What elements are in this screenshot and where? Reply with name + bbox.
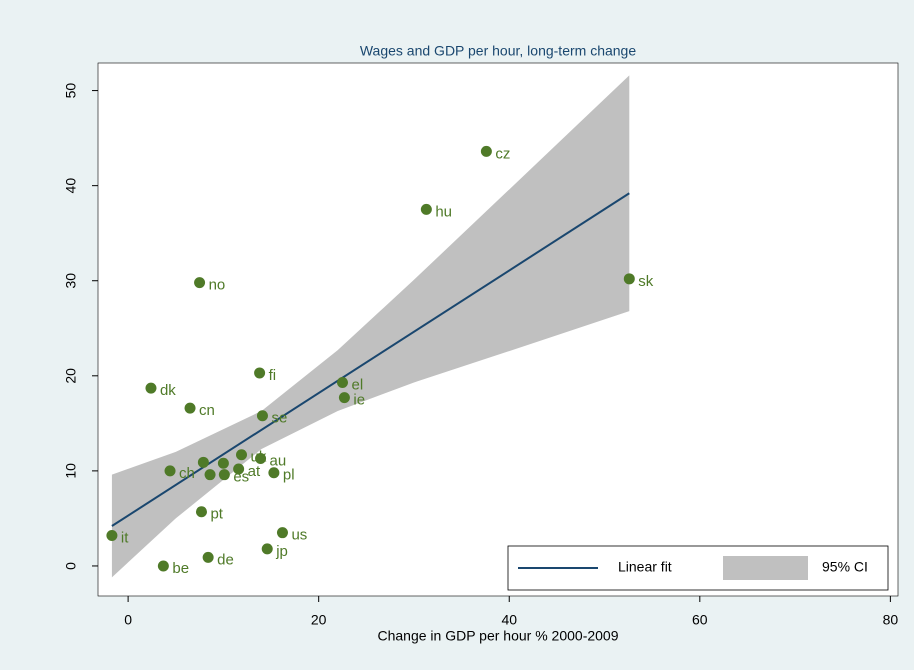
point-label: pt xyxy=(210,506,223,523)
point-label: ch xyxy=(179,465,195,482)
point xyxy=(276,527,288,539)
point-label: at xyxy=(248,463,261,480)
point xyxy=(338,392,350,404)
point-label: us xyxy=(291,527,307,544)
point xyxy=(157,560,169,572)
point xyxy=(106,530,118,542)
point xyxy=(197,456,209,468)
chart-title: Wages and GDP per hour, long-term change xyxy=(360,43,636,59)
x-tick-label: 60 xyxy=(692,612,708,628)
point xyxy=(164,465,176,477)
y-tick-label: 0 xyxy=(63,562,79,570)
point xyxy=(194,277,206,289)
point-label: ie xyxy=(353,392,365,409)
point xyxy=(218,469,230,481)
point-label: fi xyxy=(269,367,277,384)
point xyxy=(217,457,229,469)
point-label: pl xyxy=(283,467,295,484)
x-tick-label: 0 xyxy=(124,612,132,628)
point-label: cn xyxy=(199,402,215,419)
point-label: au xyxy=(270,452,287,469)
point-label: jp xyxy=(275,543,288,560)
point xyxy=(336,376,348,388)
point xyxy=(204,469,216,481)
point-label: dk xyxy=(160,382,176,399)
point xyxy=(145,382,157,394)
point xyxy=(480,145,492,157)
point xyxy=(420,203,432,215)
point-label: se xyxy=(271,410,287,427)
legend: Linear fit 95% CI xyxy=(507,545,889,591)
point-label: sk xyxy=(638,273,654,290)
x-tick-label: 20 xyxy=(311,612,327,628)
point xyxy=(256,410,268,422)
point xyxy=(268,467,280,479)
legend-label: 95% CI xyxy=(822,559,868,575)
point-label: de xyxy=(217,551,234,568)
fit-line xyxy=(111,192,630,527)
point-label: el xyxy=(351,376,363,393)
point-label: hu xyxy=(435,203,452,220)
legend-swatch xyxy=(723,556,808,580)
point xyxy=(202,551,214,563)
point xyxy=(254,367,266,379)
point-label: it xyxy=(121,529,129,546)
y-tick-label: 10 xyxy=(63,463,79,479)
point-label: no xyxy=(209,277,226,294)
point xyxy=(261,543,273,555)
y-tick-label: 40 xyxy=(63,178,79,194)
point-label: cz xyxy=(495,145,510,162)
y-tick-label: 50 xyxy=(63,83,79,99)
x-tick-label: 80 xyxy=(883,612,899,628)
point xyxy=(233,463,245,475)
point-label: be xyxy=(172,560,189,577)
y-tick-label: 20 xyxy=(63,368,79,384)
x-tick-label: 40 xyxy=(501,612,517,628)
x-axis-title: Change in GDP per hour % 2000-2009 xyxy=(377,628,618,644)
point xyxy=(623,273,635,285)
point xyxy=(195,506,207,518)
y-tick-label: 30 xyxy=(63,273,79,289)
point xyxy=(255,453,267,465)
point xyxy=(235,449,247,461)
legend-label: Linear fit xyxy=(618,559,672,575)
point xyxy=(184,402,196,414)
